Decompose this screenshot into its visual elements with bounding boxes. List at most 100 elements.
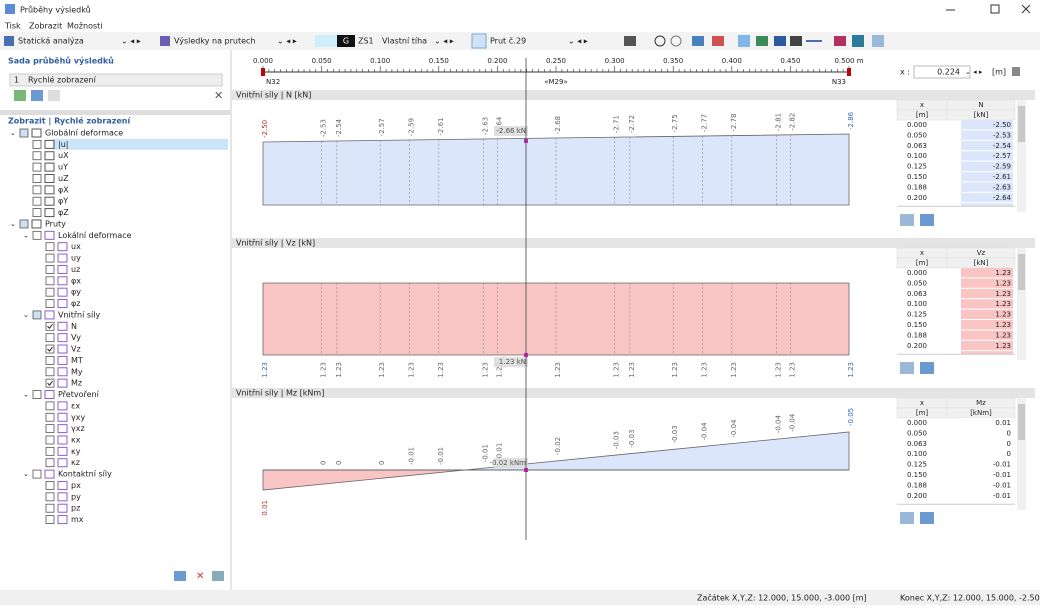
tree-item[interactable]: κx [71, 435, 81, 444]
checkbox[interactable] [45, 265, 55, 274]
scroll-thumb[interactable] [1018, 254, 1025, 290]
tree-item[interactable]: φy [71, 288, 81, 297]
tree-item[interactable]: Kontaktní síly [58, 470, 112, 479]
filter-button[interactable] [920, 362, 934, 374]
expander[interactable]: ⌄ [10, 129, 16, 137]
checkbox[interactable] [45, 481, 55, 490]
checkbox[interactable] [45, 242, 55, 252]
tree-item[interactable]: uZ [58, 174, 69, 183]
checkbox[interactable] [45, 344, 55, 354]
tree-item[interactable]: Globální deformace [45, 129, 123, 138]
filter-button[interactable] [920, 214, 934, 226]
dropdown-arrow[interactable]: ⌄ ◂ ▸ [121, 37, 141, 46]
checkbox[interactable] [45, 515, 55, 524]
expander[interactable]: ⌄ [23, 231, 29, 239]
tree-item[interactable]: εx [71, 401, 80, 410]
lock-icon[interactable] [1012, 67, 1020, 76]
toolbar-icons[interactable] [624, 35, 884, 47]
checkbox[interactable] [45, 424, 55, 434]
tree-item[interactable]: γxz [71, 424, 85, 433]
checkbox[interactable] [32, 310, 42, 320]
load-name[interactable]: Vlastní tíha [382, 37, 427, 46]
member-pick[interactable] [471, 33, 487, 49]
tree-item[interactable]: Mz [71, 379, 82, 388]
checkbox[interactable] [32, 185, 42, 195]
max-button[interactable] [900, 362, 914, 374]
expander[interactable]: ⌄ [23, 311, 29, 319]
menu-item[interactable]: Tisk [4, 22, 21, 31]
checkbox[interactable] [32, 230, 42, 240]
dropdown-arrow[interactable]: ⌄ ◂ ▸ [434, 37, 454, 46]
checkbox[interactable] [45, 299, 55, 308]
tree-item[interactable]: Pruty [45, 219, 66, 228]
tree-item[interactable]: uy [71, 254, 81, 263]
tree-item[interactable]: φZ [58, 208, 69, 217]
tree-item[interactable]: Vnitřní síly [58, 310, 101, 319]
checkbox[interactable] [45, 276, 55, 286]
menu-item[interactable]: Možnosti [67, 22, 103, 31]
max-button[interactable] [900, 214, 914, 226]
checkbox[interactable] [45, 355, 55, 365]
tree-item[interactable]: py [71, 492, 81, 501]
checkbox[interactable] [45, 321, 55, 331]
scroll-thumb[interactable] [1018, 404, 1025, 440]
expander[interactable]: ⌄ [23, 470, 29, 478]
tree-item[interactable]: pz [71, 504, 80, 513]
tree-item[interactable]: φz [71, 299, 80, 308]
tree-item[interactable]: mx [71, 515, 84, 524]
checkbox[interactable] [45, 435, 55, 445]
x-value[interactable]: 0.224 [937, 68, 960, 77]
load-case[interactable]: ZS1 [358, 37, 374, 46]
checkbox[interactable] [19, 219, 29, 229]
set-buttons[interactable]: ✕ [14, 89, 223, 102]
tree-item[interactable]: Vz [71, 345, 81, 354]
tree-item[interactable]: Přetvoření [58, 390, 100, 399]
checkbox[interactable] [32, 196, 42, 206]
window-controls[interactable] [946, 4, 1031, 14]
tree-item[interactable]: ux [71, 242, 81, 251]
checkbox[interactable] [45, 458, 55, 468]
results-select[interactable]: Výsledky na prutech [174, 37, 256, 46]
tree-item[interactable]: Vy [71, 333, 81, 342]
analysis-select[interactable]: Statická analýza [18, 37, 84, 46]
checkbox[interactable] [32, 469, 42, 479]
tree-item[interactable]: κy [71, 447, 81, 456]
tree-item[interactable]: px [71, 481, 81, 490]
checkbox[interactable] [45, 503, 55, 513]
tree-item[interactable]: φY [58, 197, 68, 206]
tree-item[interactable]: MT [71, 356, 83, 365]
tree-item[interactable]: My [71, 367, 83, 376]
checkbox[interactable] [32, 162, 42, 172]
dropdown-arrow[interactable]: ⌄ ◂ ▸ [277, 37, 297, 46]
checkbox[interactable] [45, 378, 55, 388]
expander[interactable]: ⌄ [10, 220, 16, 228]
checkbox[interactable] [32, 151, 42, 161]
set-select[interactable] [9, 73, 223, 87]
expander[interactable]: ⌄ [23, 391, 29, 399]
x-input[interactable] [913, 65, 971, 79]
tree-item[interactable]: γxy [71, 413, 85, 422]
checkbox[interactable] [32, 390, 42, 399]
checkbox[interactable] [45, 401, 55, 411]
member-number[interactable]: 29 [516, 37, 526, 46]
checkbox[interactable] [45, 446, 55, 456]
filter-button[interactable] [920, 512, 934, 524]
checkbox[interactable] [32, 174, 42, 183]
checkbox[interactable] [45, 492, 55, 502]
tree-buttons[interactable]: ✕ [174, 571, 224, 582]
tree-item[interactable]: |u| [58, 140, 68, 149]
tree-item[interactable]: φx [71, 276, 81, 285]
tree-item[interactable]: uX [58, 151, 69, 160]
tree-item[interactable]: φX [58, 185, 69, 194]
tree-item[interactable]: Lokální deformace [58, 231, 132, 240]
dropdown-arrow[interactable]: ⌄ ◂ ▸ [568, 37, 588, 46]
tree-item[interactable]: uY [58, 163, 68, 172]
tree-item[interactable]: N [71, 322, 77, 331]
tree-item[interactable]: uz [71, 265, 80, 274]
scroll-thumb[interactable] [1018, 106, 1025, 142]
checkbox[interactable] [45, 333, 55, 343]
checkbox[interactable] [45, 412, 55, 422]
checkbox[interactable] [45, 253, 55, 263]
max-button[interactable] [900, 512, 914, 524]
checkbox[interactable] [19, 128, 29, 138]
